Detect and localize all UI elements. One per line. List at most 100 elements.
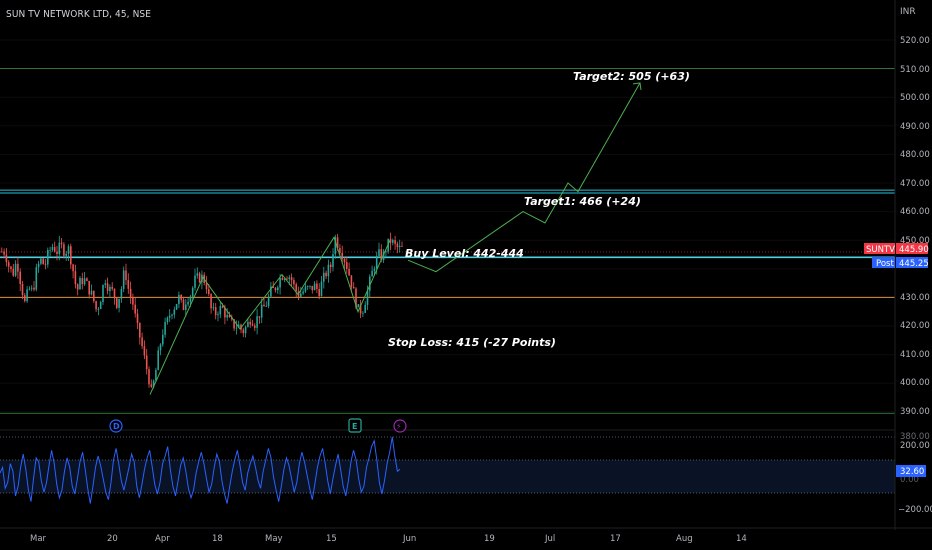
price-axis[interactable]: 520.00 510.00 500.00 490.00 480.00 470.0… [900, 36, 930, 442]
time-axis[interactable]: Mar 20 Apr 18 May 15 Jun 19 Jul 17 Aug 1… [30, 534, 747, 544]
candle-body [290, 277, 293, 281]
candle-body [277, 287, 279, 291]
horizontal-levels [0, 68, 895, 414]
candle-body [346, 262, 348, 269]
candle-body [380, 249, 383, 261]
candle-body [224, 307, 226, 318]
candle-body [334, 237, 337, 254]
candle-body [302, 291, 304, 294]
candle-body [17, 263, 19, 272]
candle-body [88, 280, 90, 295]
candle-body [398, 245, 401, 248]
post-price-bg [896, 257, 928, 268]
candle-body [295, 284, 297, 292]
post-price-tag: Post 445.25 [872, 257, 929, 269]
candle-body [74, 271, 77, 285]
candle-body [323, 272, 325, 282]
candle-body [111, 286, 113, 289]
split-event[interactable]: ⚡ [393, 419, 407, 433]
candle-body [106, 283, 109, 292]
candle-body [150, 384, 153, 387]
candle-body [283, 278, 286, 280]
candle-body [178, 294, 180, 305]
dividend-icon[interactable] [109, 419, 123, 433]
candle-body [113, 288, 116, 299]
candle-body [357, 304, 360, 308]
oscillator-axis[interactable]: 200.00 0.00 −200.00 32.60 [896, 441, 932, 515]
candle-body [286, 278, 288, 280]
osc-tick: −200.00 [898, 505, 932, 515]
candle-body [10, 266, 12, 269]
candle-body [81, 277, 84, 285]
candle-body [212, 307, 215, 309]
candle-body [28, 288, 31, 290]
earnings-event[interactable]: E [348, 418, 362, 433]
price-tick: 380.00 [900, 432, 930, 442]
last-price-value: 445.90 [899, 245, 929, 255]
candle-body [281, 278, 284, 280]
candle-body [70, 246, 72, 265]
time-label: 20 [107, 534, 118, 544]
candle-body [141, 337, 143, 347]
candle-body [369, 276, 371, 291]
dividend-event[interactable]: D [109, 419, 123, 433]
candle-body [191, 287, 194, 297]
candle-body [318, 288, 320, 297]
candle-body [221, 306, 224, 308]
candle-body [247, 321, 249, 327]
lightning-icon[interactable] [393, 419, 407, 433]
candle-body [37, 263, 40, 268]
post-price-value: 445.25 [899, 259, 929, 269]
candle-body [389, 238, 392, 243]
candle-body [267, 296, 270, 307]
candle-body [274, 287, 277, 291]
time-label: Mar [30, 534, 47, 544]
price-tick: 450.00 [900, 236, 930, 246]
candle-body [272, 286, 274, 288]
candle-body [306, 286, 309, 288]
target2-label: Target2: 505 (+63) [573, 70, 690, 83]
candle-body [19, 271, 21, 285]
candle-body [329, 264, 332, 268]
price-tick: 510.00 [900, 65, 930, 75]
candle-body [378, 249, 380, 257]
candle-body [166, 317, 169, 323]
candle-body [311, 285, 314, 291]
candle-body [201, 274, 203, 283]
candle-body [371, 270, 373, 277]
earnings-icon[interactable] [348, 418, 362, 433]
time-label: 17 [610, 534, 621, 544]
symbol-tag-text: SUNTV [866, 245, 895, 255]
split-label: ⚡ [396, 422, 402, 431]
candle-body [375, 256, 378, 269]
time-label: Aug [676, 534, 693, 544]
candle-body [304, 286, 307, 292]
candle-body [362, 312, 364, 314]
candle-body [152, 380, 155, 387]
candle-body [109, 286, 111, 292]
candle-body [350, 275, 353, 288]
candle-body [198, 273, 201, 283]
candle-body [256, 316, 258, 328]
candle-body [60, 242, 63, 245]
osc-value: 32.60 [900, 467, 924, 477]
candle-body [134, 304, 136, 314]
candle-body [97, 309, 100, 310]
candle-body [316, 283, 318, 289]
candle-body [373, 268, 376, 271]
candle-body [21, 284, 24, 296]
candle-body [396, 243, 399, 248]
oscillator-line [0, 436, 401, 504]
candle-body [189, 296, 192, 302]
candle-body [3, 251, 5, 255]
candle-body [249, 321, 251, 325]
candle-body [116, 298, 118, 308]
candle-body [214, 307, 217, 316]
price-tick: 400.00 [900, 378, 930, 388]
time-label: 14 [736, 534, 747, 544]
candle-body [79, 277, 81, 290]
candle-body [99, 301, 102, 310]
candle-body [49, 249, 51, 251]
candle-body [263, 304, 265, 307]
